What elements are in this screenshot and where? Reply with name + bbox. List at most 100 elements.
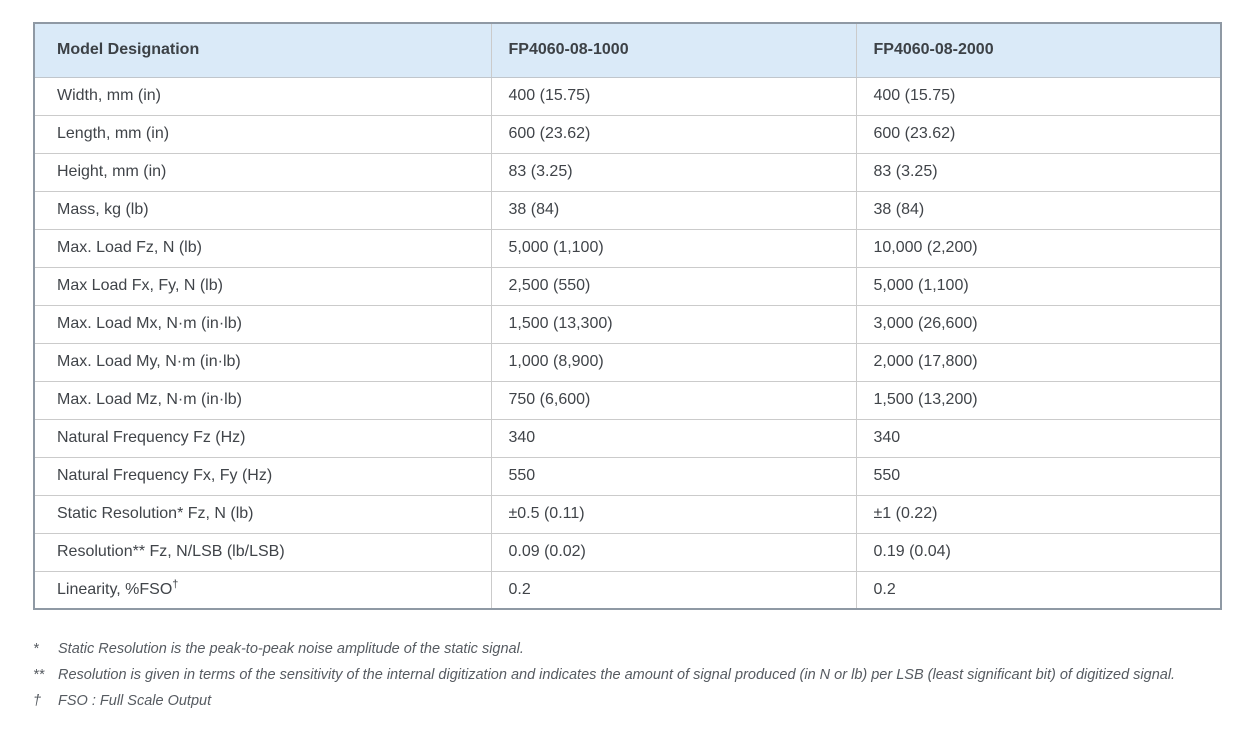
value-text: 3,000 (26,600) [873,315,978,332]
row-label-text: Max. Load My, N·m (in·lb) [57,353,241,370]
row-label-cell: Max Load Fx, Fy, N (lb) [33,266,492,306]
value-cell-model-2000: 2,000 (17,800) [855,342,1222,382]
value-cell-model-1000: 0.09 (0.02) [490,532,857,572]
value-cell-model-2000: 550 [855,456,1222,496]
value-cell-model-1000: 83 (3.25) [490,152,857,192]
row-label-cell: Linearity, %FSO† [33,570,492,610]
footnote-line: ** Resolution is given in terms of the se… [33,662,1223,688]
spec-table-head: Model Designation FP4060-08-1000 FP4060-… [33,22,1222,78]
value-cell-model-2000: 0.19 (0.04) [855,532,1222,572]
footnote-marker: * [33,641,39,657]
value-text: 83 (3.25) [508,163,573,180]
value-text: 38 (84) [873,201,925,218]
row-label-cell: Max. Load Mz, N·m (in·lb) [33,380,492,420]
value-text: 600 (23.62) [508,125,591,142]
value-cell-model-1000: 400 (15.75) [490,76,857,116]
value-text: 0.2 [508,580,531,598]
value-cell-model-2000: 400 (15.75) [855,76,1222,116]
value-cell-model-1000: 5,000 (1,100) [490,228,857,268]
table-row: Max. Load Mx, N·m (in·lb) 1,500 (13,300) 3… [33,304,1222,344]
table-row: Max Load Fx, Fy, N (lb) 2,500 (550) 5,000 … [33,266,1222,306]
row-label-cell: Natural Frequency Fz (Hz) [33,418,492,458]
row-label-text: Max. Load Mz, N·m (in·lb) [57,391,242,408]
value-text: 550 [873,467,901,484]
row-label-text: Length, mm (in) [57,125,170,142]
table-row: Mass, kg (lb) 38 (84) 38 (84) [33,190,1222,230]
value-cell-model-1000: 38 (84) [490,190,857,230]
value-cell-model-1000: 750 (6,600) [490,380,857,420]
row-label-cell: Width, mm (in) [33,76,492,116]
value-text: 340 [873,429,901,446]
row-label-cell: Length, mm (in) [33,114,492,154]
value-cell-model-2000: 340 [855,418,1222,458]
row-label-text: Mass, kg (lb) [57,201,149,218]
value-text: 750 (6,600) [508,391,591,408]
value-text: 2,000 (17,800) [873,353,978,370]
value-cell-model-2000: 600 (23.62) [855,114,1222,154]
value-cell-model-2000: 1,500 (13,200) [855,380,1222,420]
row-label-text: Natural Frequency Fx, Fy (Hz) [57,467,273,484]
value-cell-model-2000: 38 (84) [855,190,1222,230]
header-model-fp4060-08-1000: FP4060-08-1000 [490,22,857,78]
table-row: Length, mm (in) 600 (23.62) 600 (23.62) [33,114,1222,154]
row-label-cell: Height, mm (in) [33,152,492,192]
header-row: Model Designation FP4060-08-1000 FP4060-… [33,22,1222,78]
footnote-text: Static Resolution is the peak-to-peak no… [58,641,524,657]
table-row: Height, mm (in) 83 (3.25) 83 (3.25) [33,152,1222,192]
row-label-text: Max. Load Fz, N (lb) [57,239,202,256]
row-label-cell: Max. Load Fz, N (lb) [33,228,492,268]
value-cell-model-2000: ±1 (0.22) [855,494,1222,534]
dagger-superscript: † [172,578,179,591]
spec-table: Model Designation FP4060-08-1000 FP4060-… [33,22,1222,610]
value-text: 5,000 (1,100) [873,277,969,294]
value-cell-model-1000: 340 [490,418,857,458]
value-text: 400 (15.75) [508,87,591,104]
footnote-text: FSO : Full Scale Output [58,693,212,709]
value-text: 10,000 (2,200) [873,239,978,256]
row-label-cell: Resolution** Fz, N/LSB (lb/LSB) [33,532,492,572]
row-label-text: Max Load Fx, Fy, N (lb) [57,277,223,294]
value-text: 1,000 (8,900) [508,353,604,370]
value-text: 38 (84) [508,201,560,218]
row-label-text: Natural Frequency Fz (Hz) [57,429,246,446]
row-label-text: Linearity, %FSO [57,580,173,598]
value-text: ±0.5 (0.11) [508,505,585,522]
value-cell-model-2000: 5,000 (1,100) [855,266,1222,306]
value-cell-model-1000: 600 (23.62) [490,114,857,154]
row-label-text: Max. Load Mx, N·m (in·lb) [57,315,242,332]
table-row: Linearity, %FSO† 0.2 0.2 [33,570,1222,610]
datasheet-page: Model Designation FP4060-08-1000 FP4060-… [33,22,1223,714]
table-row: Max. Load My, N·m (in·lb) 1,000 (8,900) 2,… [33,342,1222,382]
value-cell-model-1000: 2,500 (550) [490,266,857,306]
value-cell-model-2000: 83 (3.25) [855,152,1222,192]
footnotes: * Static Resolution is the peak-to-peak n… [33,636,1223,714]
table-row: Max. Load Fz, N (lb) 5,000 (1,100) 10,000 … [33,228,1222,268]
value-cell-model-1000: ±0.5 (0.11) [490,494,857,534]
row-label-cell: Max. Load Mx, N·m (in·lb) [33,304,492,344]
value-cell-model-2000: 10,000 (2,200) [855,228,1222,268]
value-cell-model-1000: 1,500 (13,300) [490,304,857,344]
spec-table-body: Width, mm (in) 400 (15.75) 400 (15.75) Leng… [33,76,1222,610]
row-label-text: Width, mm (in) [57,87,161,104]
row-label-text: Height, mm (in) [57,163,167,180]
header-model-fp4060-08-2000: FP4060-08-2000 [855,22,1222,78]
table-row: Natural Frequency Fx, Fy (Hz) 550 550 [33,456,1222,496]
value-text: 400 (15.75) [873,87,956,104]
table-row: Max. Load Mz, N·m (in·lb) 750 (6,600) 1,50… [33,380,1222,420]
footnote-text: Resolution is given in terms of the sens… [58,667,1176,683]
row-label-cell: Natural Frequency Fx, Fy (Hz) [33,456,492,496]
value-cell-model-2000: 0.2 [855,570,1222,610]
value-cell-model-1000: 1,000 (8,900) [490,342,857,382]
value-text: 0.09 (0.02) [508,543,586,560]
table-row: Resolution** Fz, N/LSB (lb/LSB) 0.09 (0.0… [33,532,1222,572]
value-text: 5,000 (1,100) [508,239,604,256]
value-text: ±1 (0.22) [873,505,938,522]
value-text: 0.2 [873,580,896,598]
row-label-text: Static Resolution* Fz, N (lb) [57,505,254,522]
row-label-cell: Max. Load My, N·m (in·lb) [33,342,492,382]
header-model-designation: Model Designation [33,22,492,78]
value-text: 0.19 (0.04) [873,543,951,560]
row-label-cell: Static Resolution* Fz, N (lb) [33,494,492,534]
value-text: 600 (23.62) [873,125,956,142]
footnote-marker: ** [33,667,45,683]
